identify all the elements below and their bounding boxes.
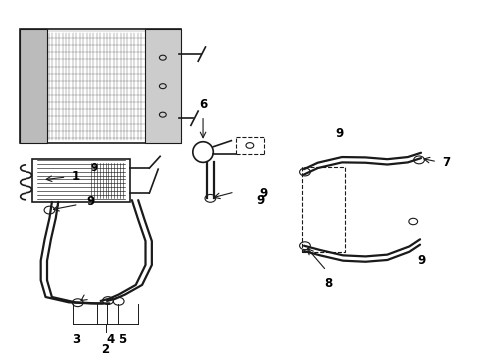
Text: 4: 4 — [106, 333, 114, 346]
Text: 1: 1 — [71, 171, 80, 184]
Bar — [20, 29, 47, 143]
Text: 9: 9 — [335, 127, 343, 140]
Text: 3: 3 — [72, 333, 80, 346]
Text: 9: 9 — [256, 194, 264, 207]
Bar — [32, 159, 130, 202]
Text: 6: 6 — [199, 98, 207, 111]
Bar — [20, 29, 181, 143]
Text: 7: 7 — [441, 156, 449, 169]
Text: 9: 9 — [91, 163, 98, 173]
Text: 5: 5 — [118, 333, 126, 346]
Text: 9: 9 — [259, 187, 267, 200]
Bar — [144, 29, 181, 143]
Text: 9: 9 — [86, 195, 94, 208]
Bar — [302, 167, 344, 252]
Text: 9: 9 — [417, 254, 425, 267]
Text: 2: 2 — [102, 343, 109, 356]
Text: 8: 8 — [324, 277, 332, 290]
